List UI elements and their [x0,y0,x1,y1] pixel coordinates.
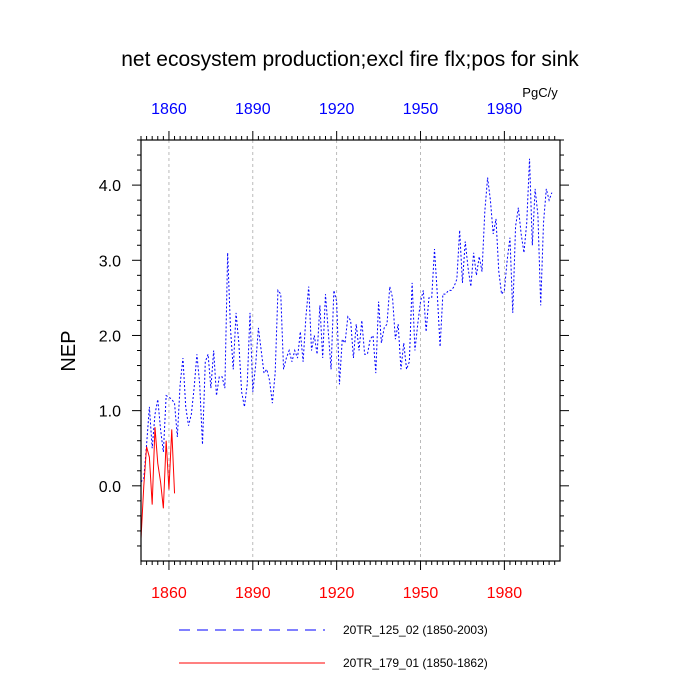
y-tick-label: 1.0 [99,404,121,421]
axes: 0.0 1.0 2.0 3.0 4.0 1860 1860 1890 1890 1920 1920 1… [99,101,569,602]
y-tick-label: 0.0 [99,479,121,496]
chart-title: net ecosystem production;excl fire flx;p… [121,48,579,71]
legend-label-1: 20TR_125_02 (1850-2003) [343,623,488,637]
series-line-1 [141,158,553,483]
series-layer [141,158,553,539]
y-tick-label: 3.0 [99,253,121,270]
y-tick-label: 2.0 [99,328,121,345]
y-axis-label: NEP [58,330,80,371]
x-tick-label-bottom: 1860 [151,585,187,602]
plot-frame [140,139,561,562]
units-label: PgC/y [522,85,558,100]
x-tick-label-top: 1950 [403,101,439,118]
series-line-2 [141,427,176,539]
legend-label-2: 20TR_179_01 (1850-1862) [343,656,488,670]
x-tick-label-top: 1890 [235,101,271,118]
x-tick-label-bottom: 1890 [235,585,271,602]
x-tick-label-bottom: 1920 [319,585,355,602]
y-tick-label: 4.0 [99,178,121,195]
x-tick-label-bottom: 1950 [403,585,439,602]
x-tick-label-top: 1860 [151,101,187,118]
gridlines [168,140,505,561]
legend: 20TR_125_02 (1850-2003) 20TR_179_01 (1850… [179,623,488,670]
x-tick-label-top: 1980 [487,101,523,118]
x-tick-label-bottom: 1980 [487,585,523,602]
x-tick-label-top: 1920 [319,101,355,118]
